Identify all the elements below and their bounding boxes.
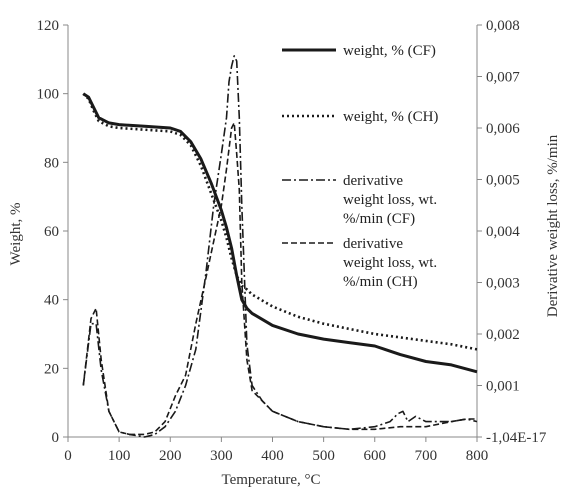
y-tick-label: 60 [44, 224, 59, 240]
y-tick-label: 100 [37, 87, 60, 103]
x-tick-label: 600 [364, 448, 387, 464]
series-line-4 [82, 122, 477, 436]
y2-tick-label: 0,004 [486, 224, 520, 240]
series-line-1 [82, 92, 478, 374]
y2-tick-label: -1,04E-17 [486, 430, 547, 446]
y-tick-label: 80 [44, 155, 59, 171]
series-layer [82, 55, 478, 438]
legend-label-1: weight, % (CF) [343, 43, 436, 59]
y2-tick-label: 0,005 [486, 173, 520, 189]
y2-tick-label: 0,007 [486, 70, 520, 86]
axes-group: 0 100 200 300 400 500 600 700 800 0 20 40 60 80 100 120… [37, 18, 547, 464]
y-tick-label: 20 [44, 361, 59, 377]
x-tick-label: 700 [415, 448, 438, 464]
y2-tick-label: 0,002 [486, 327, 520, 343]
y-tick-label: 0 [52, 430, 60, 446]
series-line-3 [82, 55, 478, 438]
x-tick-label: 400 [261, 448, 284, 464]
x-tick-label: 500 [312, 448, 335, 464]
y2-tick-label: 0,006 [486, 121, 520, 137]
legend-background [278, 30, 476, 300]
y2-tick-label: 0,008 [486, 18, 520, 34]
legend-label-3: derivative weight loss, wt. %/min (CF) [343, 173, 437, 227]
x-tick-label: 200 [159, 448, 182, 464]
series-line-2 [82, 92, 478, 351]
x-tick-label: 300 [210, 448, 233, 464]
y-tick-label: 40 [44, 293, 59, 309]
y2-axis-title: Derivative weight loss, %/min [545, 134, 561, 317]
x-tick-label: 0 [64, 448, 72, 464]
y-tick-label: 120 [37, 18, 60, 34]
legend-label-2: weight, % (CH) [343, 109, 438, 125]
x-axis-title: Temperature, °C [221, 472, 320, 488]
y-axis-title: Weight, % [8, 203, 24, 266]
legend-label-4: derivative weight loss, wt. %/min (CH) [343, 236, 437, 290]
x-tick-label: 800 [466, 448, 489, 464]
y2-tick-label: 0,001 [486, 379, 520, 395]
x-tick-label: 100 [108, 448, 131, 464]
legend: weight, % (CF) weight, % (CH) derivative we… [278, 30, 476, 300]
y2-tick-label: 0,003 [486, 276, 520, 292]
